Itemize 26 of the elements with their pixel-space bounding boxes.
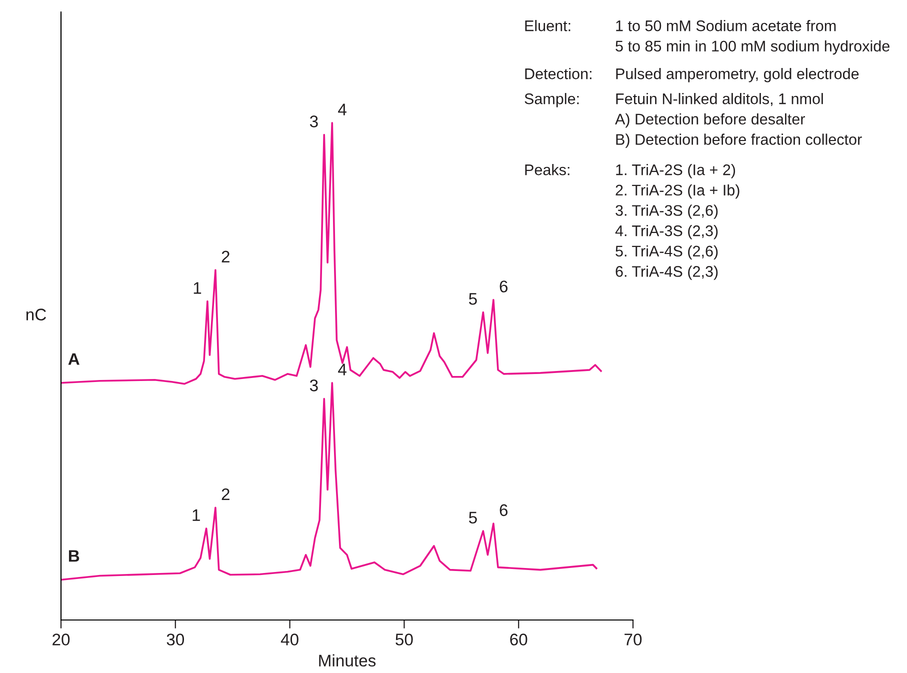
- x-tick-label: 20: [52, 634, 70, 646]
- annotation: 1: [194, 282, 202, 294]
- annotation: 1: [192, 509, 200, 521]
- annotation: 6: [500, 280, 508, 292]
- text: Peaks: 1. TriA-2S (Ia + 2) 2. TriA-2S (Ia + Ib) 3. TriA-3S (2,6) 4. TriA-3S (2,3) 5. TriA-4S (2,6) 6. TriA-4S (2,3): [525, 164, 740, 280]
- annotation: 6: [500, 504, 508, 516]
- text: Sample: Fetuin N-linked alditols, 1 nmol A) Detection before desalter B) Detection before fraction collector: [524, 93, 862, 148]
- annotation: 4: [338, 104, 346, 116]
- x-tick-label: 50: [396, 634, 413, 646]
- text: Detection: Pulsed amperometry, gold electrode: [525, 68, 859, 82]
- annotation: 4: [338, 364, 346, 376]
- annotation: 5: [468, 293, 477, 305]
- annotation: 2: [222, 488, 230, 500]
- annotation: 2: [222, 250, 230, 262]
- x-tick-label: 70: [624, 634, 642, 646]
- series-label: A: [68, 353, 80, 365]
- annotation: 5: [468, 512, 477, 524]
- x-tick-label: 40: [280, 634, 298, 646]
- y-axis-title: nC: [26, 308, 46, 320]
- x-tick-label: 60: [510, 634, 528, 646]
- text: Eluent: 1 to 50 mM Sodium acetate from 5 to 85 min in 100 mM sodium hydroxide: [525, 20, 890, 55]
- series-label: B: [68, 550, 80, 562]
- x-axis-title: Minutes: [319, 654, 376, 667]
- annotation: 3: [310, 116, 318, 128]
- annotation: 3: [310, 380, 318, 392]
- x-tick-label: 30: [166, 634, 184, 646]
